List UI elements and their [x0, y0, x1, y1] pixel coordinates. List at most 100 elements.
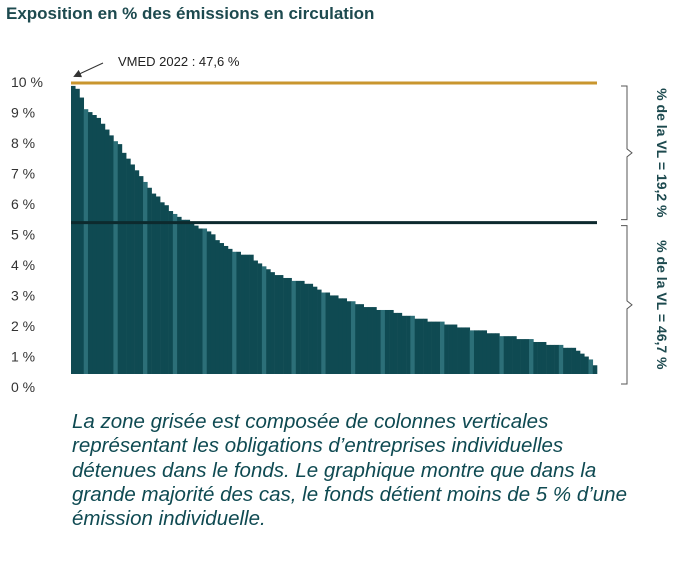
bar: [104, 129, 110, 374]
bar: [317, 289, 322, 374]
bar: [482, 330, 488, 374]
y-axis-ticks: 0 % 1 % 2 % 3 % 4 % 5 % 6 % 7 % 8 % 9 % 10 %: [11, 74, 43, 395]
y-tick-label: 1 %: [11, 349, 35, 365]
bar: [143, 181, 148, 374]
bar: [554, 344, 560, 374]
bar: [520, 339, 526, 374]
bar: [172, 213, 178, 374]
bar: [478, 330, 483, 374]
y-tick-label: 5 %: [11, 227, 35, 243]
bar: [507, 336, 513, 374]
y-tick-label: 10 %: [11, 74, 43, 90]
bar: [571, 347, 577, 374]
y-tick-label: 3 %: [11, 288, 35, 304]
bar: [312, 286, 318, 374]
bar: [367, 307, 373, 374]
reference-lines: [71, 81, 597, 225]
bar: [160, 202, 165, 374]
bar: [164, 205, 169, 374]
bar: [92, 115, 97, 374]
bar: [257, 263, 263, 374]
bracket-label: % de la VL = 19,2 %: [654, 88, 670, 218]
y-tick-label: 7 %: [11, 166, 35, 182]
bar: [533, 341, 538, 374]
bar: [274, 275, 280, 374]
bar: [87, 112, 93, 374]
bar: [117, 144, 123, 374]
bar: [210, 234, 216, 374]
bar: [300, 280, 305, 374]
bar: [469, 330, 475, 374]
bar: [236, 251, 241, 374]
bar: [79, 97, 85, 375]
bar: [410, 315, 415, 374]
bar: [215, 240, 220, 374]
bar: [295, 280, 301, 374]
bar: [71, 85, 76, 374]
bar: [418, 318, 424, 374]
bar: [206, 231, 212, 374]
bar: [546, 344, 551, 374]
bar: [138, 176, 144, 374]
bar: [427, 321, 432, 374]
annotation: VMED 2022 : 47,6 %: [73, 54, 240, 78]
bar: [325, 292, 331, 374]
bar: [580, 353, 585, 374]
bar: [232, 251, 237, 374]
bar: [457, 327, 462, 374]
bar: [308, 283, 314, 374]
y-tick-label: 4 %: [11, 257, 35, 273]
bar: [189, 222, 195, 374]
bar: [376, 309, 381, 374]
bar: [541, 341, 547, 374]
bar: [473, 330, 479, 374]
bar: [558, 344, 564, 374]
bar: [342, 298, 348, 374]
bar: [406, 315, 411, 374]
bar: [393, 312, 398, 374]
bar: [350, 301, 356, 374]
bar: [440, 321, 445, 374]
annotation-arrow: [73, 62, 104, 78]
bar: [109, 135, 114, 374]
bar: [495, 333, 500, 374]
bar: [198, 228, 203, 374]
bar: [503, 336, 509, 374]
bar-chart: 0 % 1 % 2 % 3 % 4 % 5 % 6 % 7 % 8 % 9 % 10 % VMED …: [11, 54, 670, 395]
bar: [359, 304, 364, 374]
bar: [227, 248, 233, 374]
bar: [130, 164, 135, 374]
bar: [384, 309, 390, 374]
bracket-label: % de la VL = 46,7 %: [654, 240, 670, 370]
bar: [389, 309, 394, 374]
bar: [329, 295, 335, 374]
bar: [147, 187, 152, 374]
bar: [321, 292, 326, 374]
bar: [363, 307, 369, 374]
bar: [414, 318, 420, 374]
bar: [83, 109, 89, 374]
bar: [448, 324, 454, 374]
bar: [490, 333, 496, 374]
bar: [151, 193, 157, 374]
y-tick-label: 2 %: [11, 318, 35, 334]
bar: [185, 219, 191, 374]
bar: [592, 365, 598, 374]
bar: [155, 196, 161, 374]
bars: [71, 85, 598, 375]
y-tick-label: 0 %: [11, 379, 35, 395]
bar: [584, 356, 589, 374]
bar: [575, 350, 581, 374]
bar: [283, 277, 288, 374]
bar: [435, 321, 441, 374]
bar: [397, 312, 403, 374]
bar: [461, 327, 466, 374]
brackets: % de la VL = 19,2 % % de la VL = 46,7 %: [621, 85, 670, 385]
bar: [512, 336, 517, 374]
bar: [291, 280, 297, 374]
bar: [334, 295, 339, 374]
bar: [181, 219, 186, 374]
bar: [486, 333, 492, 374]
bar: [270, 272, 275, 374]
bar: [96, 117, 101, 375]
